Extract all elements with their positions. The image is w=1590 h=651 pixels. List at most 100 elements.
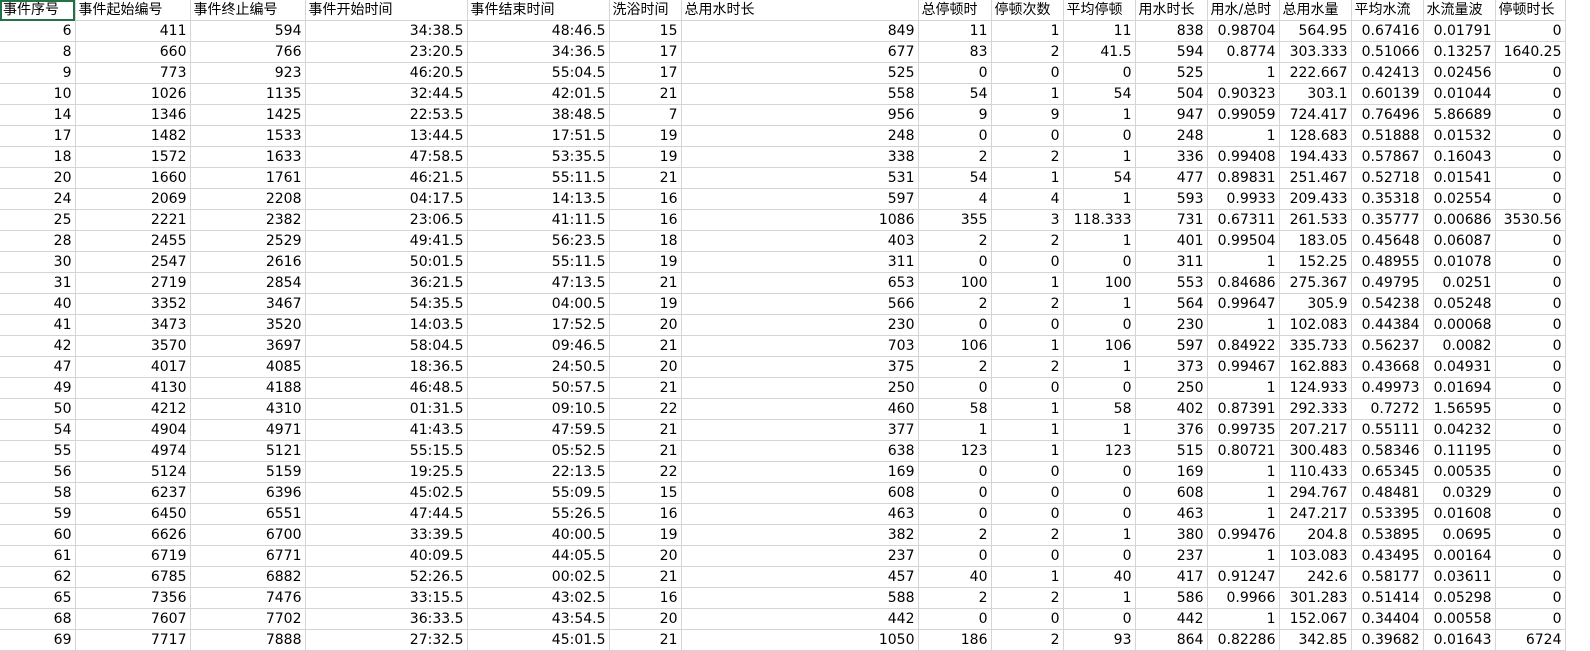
table-cell[interactable]: 305.9 (1279, 293, 1352, 315)
table-cell[interactable]: 504 (1135, 83, 1208, 105)
table-cell[interactable]: 0.0251 (1423, 272, 1496, 294)
table-cell[interactable]: 4310 (190, 398, 306, 420)
table-cell[interactable]: 2719 (75, 272, 191, 294)
table-cell[interactable]: 6882 (190, 566, 306, 588)
table-cell[interactable]: 0 (1495, 293, 1566, 315)
table-cell[interactable]: 1660 (75, 167, 191, 189)
table-cell[interactable]: 22 (609, 398, 682, 420)
table-cell[interactable]: 21 (609, 272, 682, 294)
table-cell[interactable]: 58 (918, 398, 992, 420)
table-cell[interactable]: 58:04.5 (305, 335, 468, 357)
table-cell[interactable]: 301.283 (1279, 587, 1352, 609)
table-cell[interactable]: 335.733 (1279, 335, 1352, 357)
table-cell[interactable]: 1135 (190, 83, 306, 105)
table-cell[interactable]: 0 (1495, 251, 1566, 273)
table-cell[interactable]: 336 (1135, 146, 1208, 168)
table-cell[interactable]: 6 (0, 20, 76, 42)
table-cell[interactable]: 83 (918, 41, 992, 63)
table-cell[interactable]: 69 (0, 629, 76, 651)
table-cell[interactable]: 20 (609, 314, 682, 336)
table-cell[interactable]: 50 (0, 398, 76, 420)
table-cell[interactable]: 0 (991, 62, 1064, 84)
table-cell[interactable]: 0.45648 (1351, 230, 1424, 252)
table-cell[interactable]: 0.49795 (1351, 272, 1424, 294)
table-cell[interactable]: 0 (918, 503, 992, 525)
table-cell[interactable]: 0.84686 (1207, 272, 1280, 294)
table-cell[interactable]: 0.48481 (1351, 482, 1424, 504)
table-cell[interactable]: 20 (0, 167, 76, 189)
table-cell[interactable]: 11 (1063, 20, 1136, 42)
table-cell[interactable]: 60 (0, 524, 76, 546)
table-cell[interactable]: 0.05298 (1423, 587, 1496, 609)
table-cell[interactable]: 0.04931 (1423, 356, 1496, 378)
table-cell[interactable]: 660 (75, 41, 191, 63)
table-cell[interactable]: 0 (1495, 377, 1566, 399)
table-cell[interactable]: 169 (1135, 461, 1208, 483)
column-header[interactable]: 总用水时长 (681, 0, 919, 21)
table-cell[interactable]: 47:58.5 (305, 146, 468, 168)
table-cell[interactable]: 0 (1495, 545, 1566, 567)
table-cell[interactable]: 0.84922 (1207, 335, 1280, 357)
table-cell[interactable]: 0.34404 (1351, 608, 1424, 630)
table-cell[interactable]: 0.35318 (1351, 188, 1424, 210)
table-cell[interactable]: 402 (1135, 398, 1208, 420)
table-cell[interactable]: 4 (991, 188, 1064, 210)
table-cell[interactable]: 22:13.5 (467, 461, 610, 483)
table-cell[interactable]: 0 (1495, 272, 1566, 294)
table-cell[interactable]: 47:13.5 (467, 272, 610, 294)
table-cell[interactable]: 0 (991, 482, 1064, 504)
table-cell[interactable]: 525 (681, 62, 919, 84)
table-cell[interactable]: 0.39682 (1351, 629, 1424, 651)
table-cell[interactable]: 588 (681, 587, 919, 609)
table-cell[interactable]: 2 (991, 230, 1064, 252)
table-cell[interactable]: 32:44.5 (305, 83, 468, 105)
column-header[interactable]: 平均水流 (1351, 0, 1424, 21)
table-cell[interactable]: 22:53.5 (305, 104, 468, 126)
table-cell[interactable]: 0.00686 (1423, 209, 1496, 231)
table-cell[interactable]: 6719 (75, 545, 191, 567)
table-cell[interactable]: 0 (1063, 608, 1136, 630)
table-cell[interactable]: 38:48.5 (467, 104, 610, 126)
table-cell[interactable]: 0.67416 (1351, 20, 1424, 42)
table-cell[interactable]: 300.483 (1279, 440, 1352, 462)
table-cell[interactable]: 30 (0, 251, 76, 273)
table-cell[interactable]: 41.5 (1063, 41, 1136, 63)
table-cell[interactable]: 54 (918, 167, 992, 189)
table-cell[interactable]: 3 (991, 209, 1064, 231)
table-cell[interactable]: 34:36.5 (467, 41, 610, 63)
table-cell[interactable]: 0 (1495, 125, 1566, 147)
table-cell[interactable]: 586 (1135, 587, 1208, 609)
table-cell[interactable]: 7476 (190, 587, 306, 609)
table-cell[interactable]: 0 (1495, 566, 1566, 588)
table-cell[interactable]: 09:10.5 (467, 398, 610, 420)
table-cell[interactable]: 0 (1495, 587, 1566, 609)
table-cell[interactable]: 169 (681, 461, 919, 483)
table-cell[interactable]: 0.99504 (1207, 230, 1280, 252)
table-cell[interactable]: 250 (1135, 377, 1208, 399)
table-cell[interactable]: 106 (918, 335, 992, 357)
table-cell[interactable]: 3467 (190, 293, 306, 315)
table-cell[interactable]: 42:01.5 (467, 83, 610, 105)
table-cell[interactable]: 0.00558 (1423, 608, 1496, 630)
table-cell[interactable]: 0.02554 (1423, 188, 1496, 210)
table-cell[interactable]: 0.44384 (1351, 314, 1424, 336)
table-cell[interactable]: 21 (609, 629, 682, 651)
table-cell[interactable]: 376 (1135, 419, 1208, 441)
table-cell[interactable]: 6724 (1495, 629, 1566, 651)
table-cell[interactable]: 0.87391 (1207, 398, 1280, 420)
table-cell[interactable]: 597 (1135, 335, 1208, 357)
table-cell[interactable]: 338 (681, 146, 919, 168)
table-cell[interactable]: 0.99647 (1207, 293, 1280, 315)
table-cell[interactable]: 0 (991, 608, 1064, 630)
table-cell[interactable]: 0 (1495, 104, 1566, 126)
table-cell[interactable]: 7356 (75, 587, 191, 609)
table-cell[interactable]: 0.02456 (1423, 62, 1496, 84)
table-cell[interactable]: 16 (609, 503, 682, 525)
table-cell[interactable]: 1572 (75, 146, 191, 168)
table-cell[interactable]: 292.333 (1279, 398, 1352, 420)
table-cell[interactable]: 10 (0, 83, 76, 105)
table-cell[interactable]: 18:36.5 (305, 356, 468, 378)
table-cell[interactable]: 0 (1495, 461, 1566, 483)
table-cell[interactable]: 93 (1063, 629, 1136, 651)
table-cell[interactable]: 724.417 (1279, 104, 1352, 126)
